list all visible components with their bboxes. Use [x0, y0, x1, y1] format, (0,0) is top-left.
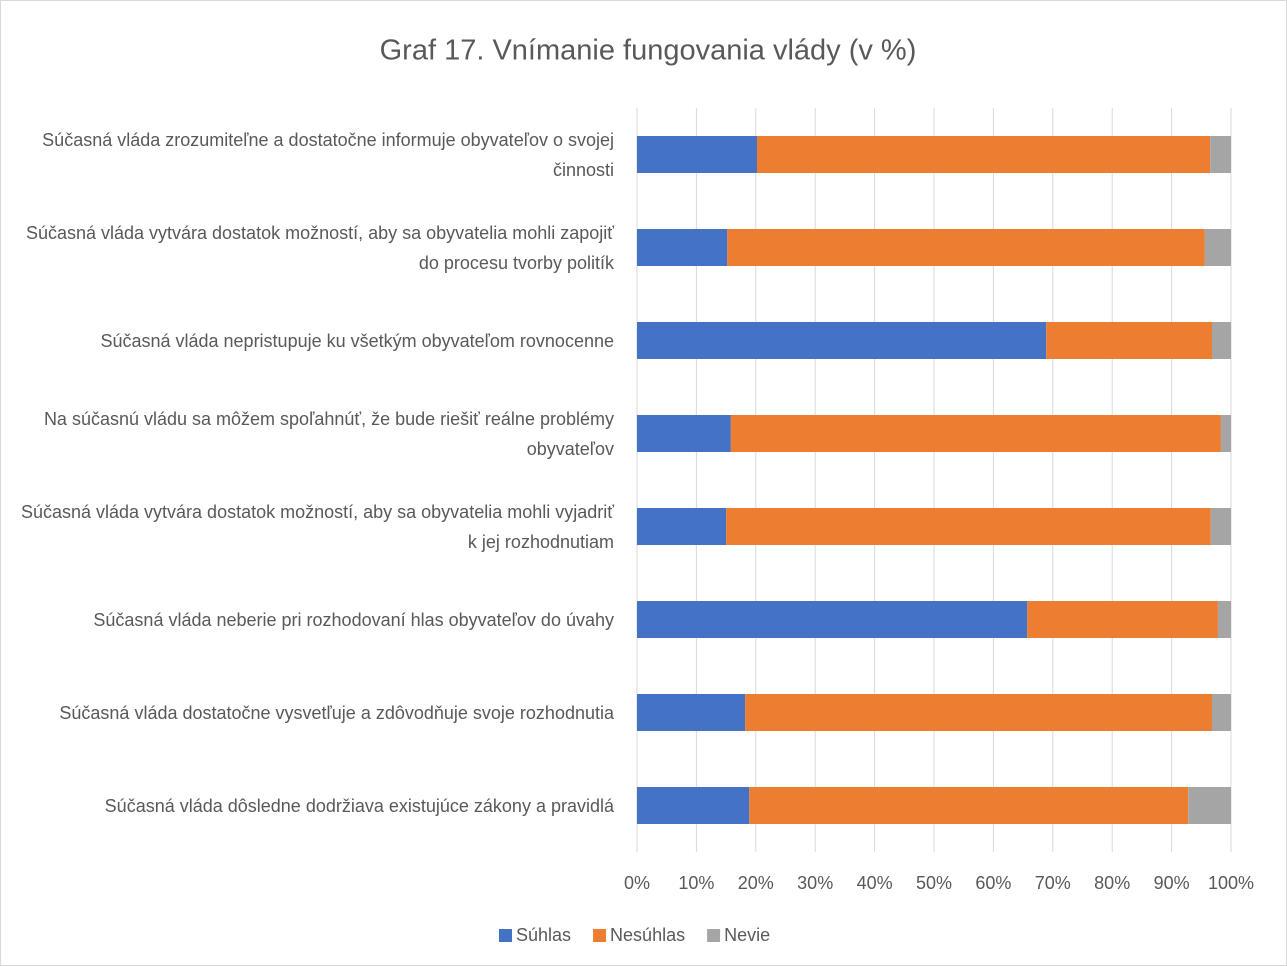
bar-segment: [1217, 601, 1231, 638]
x-tick-label: 30%: [797, 873, 833, 893]
x-tick-label: 50%: [916, 873, 952, 893]
bar-segment: [1210, 508, 1231, 545]
y-tick-label: Súčasná vláda vytvára dostatok možností,…: [25, 222, 614, 273]
bar-segment: [637, 508, 727, 545]
bar-segment: [756, 136, 1211, 173]
legend-label: Nesúhlas: [610, 925, 685, 945]
bar-segment: [727, 229, 1205, 266]
bar-segment: [637, 322, 1047, 359]
bar-segment: [637, 136, 757, 173]
legend-swatch: [707, 929, 721, 942]
x-tick-label: 10%: [678, 873, 714, 893]
bar-segment: [637, 694, 746, 731]
x-tick-label: 60%: [975, 873, 1011, 893]
x-tick-label: 70%: [1035, 873, 1071, 893]
bar-segment: [730, 415, 1221, 452]
y-tick-label: Súčasná vláda zrozumiteľne a dostatočne …: [42, 129, 614, 180]
bar-segment: [1210, 136, 1231, 173]
y-tick-label: Súčasná vláda vytvára dostatok možností,…: [20, 501, 614, 552]
bar-segment: [637, 415, 731, 452]
bar-segment: [1204, 229, 1231, 266]
y-tick-label: Na súčasnú vládu sa môžem spoľahnúť, že …: [43, 408, 614, 459]
bar-segment: [745, 694, 1212, 731]
y-tick-label: Súčasná vláda neberie pri rozhodovaní hl…: [93, 609, 614, 630]
y-tick-label: Súčasná vláda nepristupuje ku všetkým ob…: [100, 330, 614, 351]
y-tick-label: Súčasná vláda dostatočne vysvetľuje a zd…: [59, 702, 614, 723]
x-tick-label: 80%: [1094, 873, 1130, 893]
legend-label: Súhlas: [516, 925, 571, 945]
bar-segment: [1027, 601, 1218, 638]
legend-label: Nevie: [724, 925, 770, 945]
bar-segment: [637, 229, 728, 266]
legend-swatch: [499, 929, 512, 942]
x-tick-label: 90%: [1154, 873, 1190, 893]
chart-title: Graf 17. Vnímanie fungovania vlády (v %): [380, 35, 917, 67]
bar-segment: [637, 601, 1028, 638]
bar-segment: [726, 508, 1211, 545]
bar-segment: [1211, 322, 1231, 359]
x-tick-label: 0%: [624, 873, 650, 893]
bar-segment: [749, 787, 1189, 824]
x-tick-label: 100%: [1208, 873, 1254, 893]
bar-segment: [637, 787, 750, 824]
bar-segment: [1188, 787, 1231, 824]
x-tick-label: 40%: [857, 873, 893, 893]
bar-segment: [1046, 322, 1212, 359]
bar-segment: [1211, 694, 1231, 731]
y-tick-label: Súčasná vláda dôsledne dodržiava existuj…: [104, 795, 614, 816]
x-tick-label: 20%: [738, 873, 774, 893]
legend-swatch: [593, 929, 607, 942]
bar-segment: [1220, 415, 1231, 452]
